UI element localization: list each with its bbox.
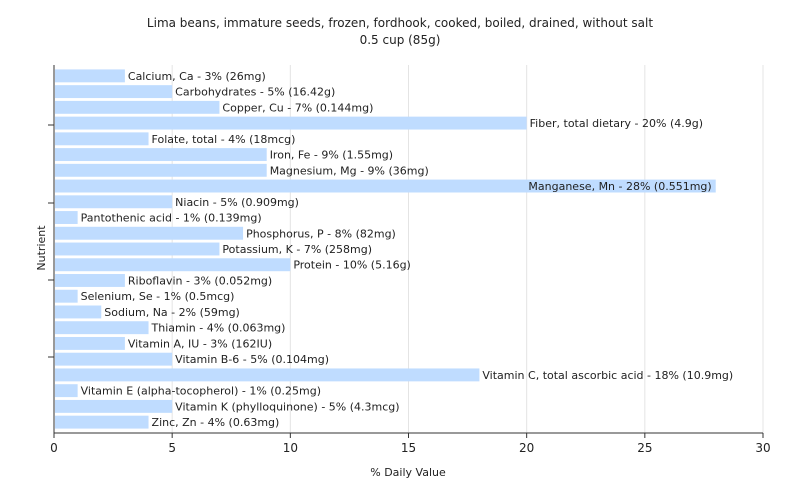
bar-label: Vitamin C, total ascorbic acid - 18% (10… xyxy=(482,369,733,382)
bar-label: Zinc, Zn - 4% (0.63mg) xyxy=(152,416,280,429)
bar xyxy=(55,321,149,335)
bar-label: Phosphorus, P - 8% (82mg) xyxy=(246,227,396,240)
x-tick-label: 20 xyxy=(519,441,534,455)
bar-label: Thiamin - 4% (0.063mg) xyxy=(151,322,286,335)
bar xyxy=(55,85,173,99)
x-axis-title: % Daily Value xyxy=(370,466,446,479)
bar-label: Calcium, Ca - 3% (26mg) xyxy=(128,70,266,83)
x-tick-label: 0 xyxy=(50,441,58,455)
bar xyxy=(55,226,244,240)
chart-title: Lima beans, immature seeds, frozen, ford… xyxy=(147,16,653,30)
bar xyxy=(55,132,149,146)
bar-label: Potassium, K - 7% (258mg) xyxy=(222,243,372,256)
y-axis-title: Nutrient xyxy=(35,225,48,271)
bar-label: Riboflavin - 3% (0.052mg) xyxy=(128,274,272,287)
bar xyxy=(55,179,716,193)
bar xyxy=(55,274,125,287)
bar xyxy=(55,289,78,303)
bar-label: Vitamin E (alpha-tocopherol) - 1% (0.25m… xyxy=(81,385,321,398)
bar xyxy=(55,336,125,350)
bar-label: Copper, Cu - 7% (0.144mg) xyxy=(222,101,373,114)
axes: 0 5 10 15 20 25 30 xyxy=(48,65,771,455)
bar-label: Magnesium, Mg - 9% (36mg) xyxy=(270,164,429,177)
bar-label: Niacin - 5% (0.909mg) xyxy=(175,196,299,209)
bar xyxy=(55,399,173,413)
bar xyxy=(55,195,173,209)
bar-label: Protein - 10% (5.16g) xyxy=(293,259,411,272)
bar xyxy=(55,415,149,429)
bar xyxy=(55,368,480,382)
bar-label: Iron, Fe - 9% (1.55mg) xyxy=(270,149,393,162)
bar xyxy=(55,305,102,319)
bar-label: Selenium, Se - 1% (0.5mcg) xyxy=(81,290,235,303)
bar-labels: Calcium, Ca - 3% (26mg) Carbohydrates - 5… xyxy=(81,70,734,429)
bar-label: Folate, total - 4% (18mcg) xyxy=(152,133,296,146)
bar xyxy=(55,211,78,224)
bar xyxy=(55,148,267,162)
bar xyxy=(55,116,527,130)
bar-label: Vitamin B-6 - 5% (0.104mg) xyxy=(175,353,329,366)
bar-label: Manganese, Mn - 28% (0.551mg) xyxy=(528,180,711,193)
bar-label: Vitamin K (phylloquinone) - 5% (4.3mcg) xyxy=(175,400,399,413)
bar xyxy=(55,384,78,398)
x-tick-label: 25 xyxy=(637,441,652,455)
x-tick-label: 10 xyxy=(283,441,298,455)
bar xyxy=(55,69,125,83)
bar xyxy=(55,163,267,177)
x-tick-label: 30 xyxy=(755,441,770,455)
bar-label: Fiber, total dietary - 20% (4.9g) xyxy=(530,117,703,130)
bar xyxy=(55,242,220,256)
bar xyxy=(55,258,291,272)
x-tick-label: 5 xyxy=(168,441,176,455)
bar-label: Carbohydrates - 5% (16.42g) xyxy=(175,86,335,99)
bars xyxy=(55,69,716,429)
bar-label: Vitamin A, IU - 3% (162IU) xyxy=(128,337,272,350)
bar-label: Pantothenic acid - 1% (0.139mg) xyxy=(81,212,262,225)
x-tick-label: 15 xyxy=(401,441,416,455)
bar-label: Sodium, Na - 2% (59mg) xyxy=(104,306,240,319)
bar xyxy=(55,100,220,114)
bar xyxy=(55,352,173,366)
chart-subtitle: 0.5 cup (85g) xyxy=(360,33,441,47)
